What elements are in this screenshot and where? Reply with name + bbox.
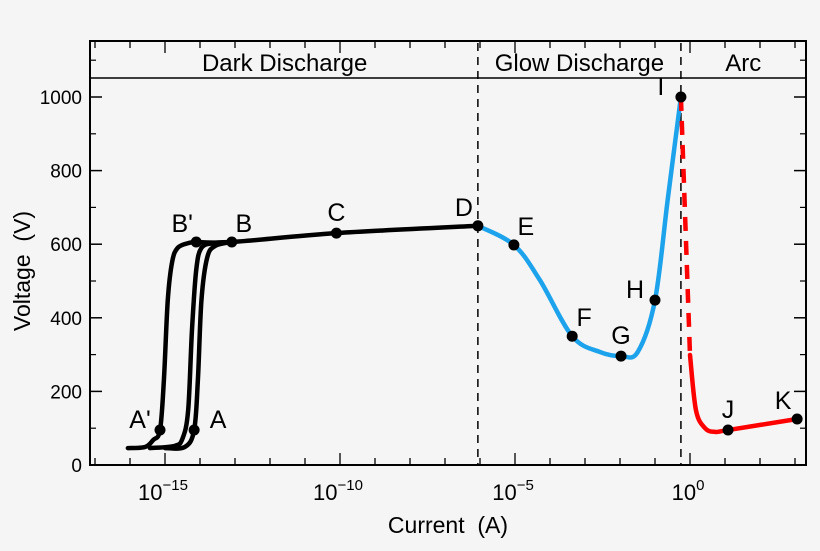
point-label: H <box>626 276 644 304</box>
point-label: J <box>722 396 735 424</box>
series-line-6 <box>687 352 800 435</box>
data-point-A' <box>154 424 166 436</box>
point-label: A' <box>129 406 150 434</box>
plot-frame <box>89 40 807 466</box>
series-line-3 <box>193 223 481 245</box>
data-point-C <box>330 227 342 239</box>
y-tick-label: 1000 <box>40 88 82 109</box>
point-label: E <box>518 213 535 241</box>
data-point-H <box>649 294 661 306</box>
data-point-E <box>508 239 520 251</box>
data-point-D <box>472 220 484 232</box>
x-tick-label: 100 <box>672 477 705 505</box>
point-label: D <box>455 194 473 222</box>
series-line-0 <box>125 239 199 451</box>
point-label: I <box>657 73 664 101</box>
region-label: Dark Discharge <box>202 50 367 77</box>
data-point-J <box>722 424 734 436</box>
y-tick-label: 400 <box>50 309 82 330</box>
x-tick-label: 10−10 <box>313 477 363 505</box>
point-label: G <box>611 322 630 350</box>
data-point-A <box>188 424 200 436</box>
point-label: K <box>775 387 792 415</box>
x-tick-label: 10−5 <box>492 477 534 505</box>
point-label: C <box>327 199 345 227</box>
data-point-K <box>791 413 803 425</box>
point-label: B' <box>171 210 192 238</box>
region-label: Arc <box>725 50 761 77</box>
point-label: B <box>235 210 252 238</box>
point-label: F <box>577 304 592 332</box>
point-label: A <box>210 406 227 434</box>
series-line-5 <box>678 96 693 356</box>
region-label: Glow Discharge <box>495 50 664 77</box>
y-tick-label: 800 <box>50 162 82 183</box>
x-tick-label: 10−15 <box>138 477 188 505</box>
data-point-I <box>675 91 687 103</box>
data-point-G <box>615 350 627 362</box>
y-tick-label: 200 <box>50 382 82 403</box>
y-tick-label: 0 <box>71 456 82 477</box>
y-tick-label: 600 <box>50 235 82 256</box>
data-point-F <box>566 330 578 342</box>
x-axis-label: Current (A) <box>388 512 508 538</box>
data-point-B' <box>190 236 202 248</box>
y-axis-label: Voltage (V) <box>9 211 35 331</box>
data-point-B <box>226 236 238 248</box>
series-line-2 <box>162 239 235 451</box>
